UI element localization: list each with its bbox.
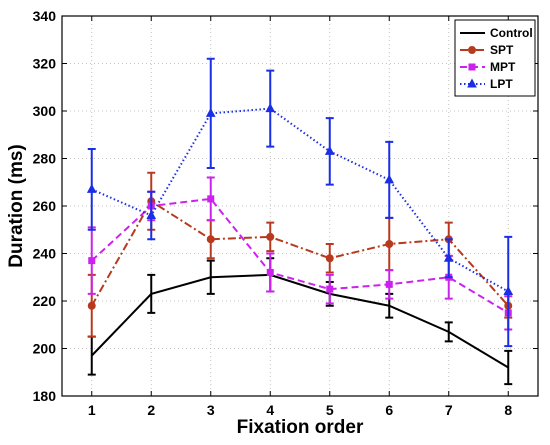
legend-label-lpt: LPT (490, 77, 513, 91)
x-tick-label: 4 (266, 402, 274, 418)
data-point-marker (467, 78, 477, 88)
y-tick-label: 260 (33, 198, 57, 214)
y-tick-label: 320 (33, 56, 57, 72)
data-point-marker (468, 46, 476, 54)
x-tick-label: 6 (385, 402, 393, 418)
x-tick-label: 5 (326, 402, 334, 418)
x-tick-label: 1 (88, 402, 96, 418)
x-axis-title: Fixation order (237, 417, 364, 438)
legend-label-spt: SPT (490, 43, 514, 57)
data-point-marker (385, 280, 393, 288)
data-point-marker (207, 195, 215, 203)
data-point-marker (146, 209, 157, 219)
y-tick-label: 280 (33, 151, 57, 167)
series-line-lpt (91, 107, 509, 293)
x-tick-label: 7 (445, 402, 453, 418)
data-point-marker (205, 107, 216, 117)
data-point-marker (87, 301, 96, 310)
data-point-marker (326, 285, 334, 293)
legend: Control SPT MPT LPT (454, 19, 536, 97)
legend-label-control: Control (490, 26, 533, 40)
data-point-marker (88, 257, 96, 265)
data-point-marker (385, 240, 394, 248)
series-line-control (91, 273, 509, 369)
series-line-spt (90, 199, 509, 307)
y-tick-label: 220 (33, 293, 57, 309)
data-point-marker (384, 174, 395, 184)
axis-ticks: 180 200 220 240 260 280 300 320 340 1 2 3 4 5 6 7 8 (33, 8, 538, 418)
data-point-marker (265, 103, 276, 113)
x-tick-label: 3 (207, 402, 215, 418)
data-point-marker (86, 183, 97, 193)
plot-series (86, 57, 514, 386)
data-point-marker (324, 145, 335, 155)
series-line-mpt (91, 197, 509, 314)
x-tick-label: 8 (504, 402, 512, 418)
data-point-marker (206, 235, 215, 244)
data-point-marker (503, 285, 514, 295)
y-tick-label: 200 (33, 341, 57, 357)
series-control (87, 257, 513, 386)
y-tick-label: 300 (33, 103, 57, 119)
y-axis-title: Duration (ms) (6, 144, 27, 268)
y-tick-label: 340 (33, 8, 57, 24)
y-tick-label: 240 (33, 246, 57, 262)
series-lpt (86, 57, 514, 348)
legend-label-mpt: MPT (490, 60, 516, 74)
data-point-marker (266, 232, 275, 241)
y-tick-label: 180 (33, 388, 57, 404)
data-point-marker (468, 63, 476, 71)
data-point-marker (443, 252, 454, 262)
x-tick-label: 2 (147, 402, 155, 418)
data-point-marker (266, 269, 274, 276)
data-point-marker (325, 254, 334, 263)
